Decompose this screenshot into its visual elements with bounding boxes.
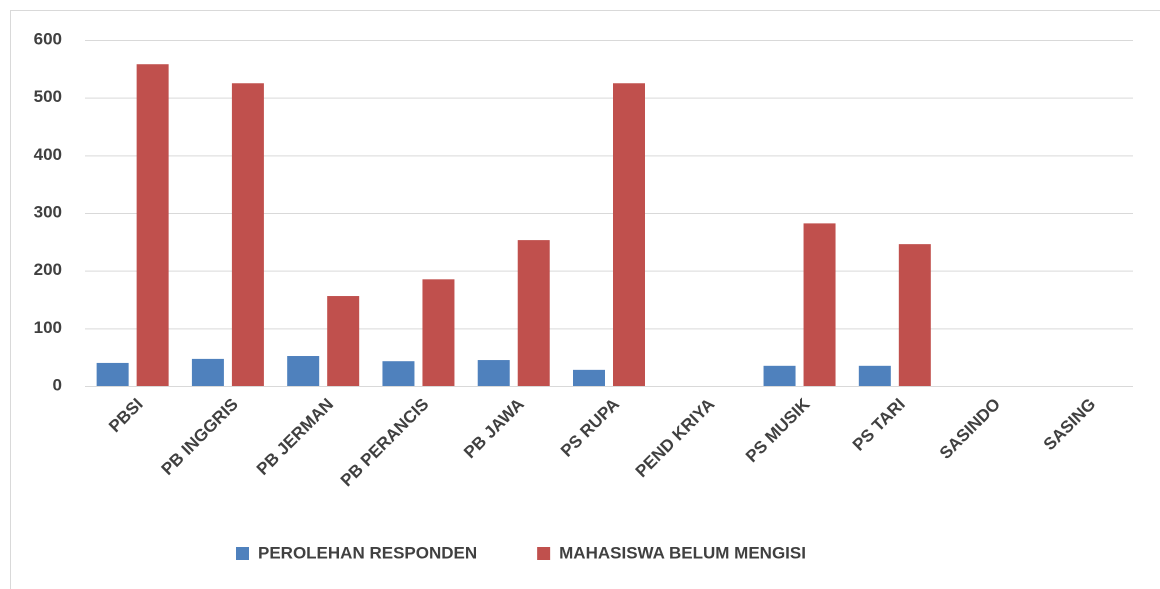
- y-tick-label: 0: [53, 375, 62, 394]
- bar: [136, 64, 169, 386]
- y-tick-label: 500: [34, 87, 62, 106]
- bar: [231, 83, 264, 386]
- legend-swatch: [537, 547, 551, 560]
- x-tick-label: PB JAWA: [460, 395, 528, 463]
- bar: [422, 279, 455, 386]
- legend-label: PEROLEHAN RESPONDEN: [258, 543, 477, 562]
- bar: [382, 361, 415, 386]
- bar: [898, 244, 931, 386]
- chart-border: [10, 10, 1160, 589]
- y-tick-label: 300: [34, 202, 62, 221]
- x-tick-label: SASINDO: [936, 395, 1004, 463]
- bar: [287, 356, 320, 386]
- x-tick-label: SASING: [1040, 395, 1100, 455]
- bar: [477, 360, 510, 386]
- legend-label: MAHASISWA BELUM MENGISI: [559, 543, 806, 562]
- bar: [327, 296, 360, 386]
- bar: [573, 369, 605, 386]
- y-tick-label: 100: [34, 318, 62, 337]
- bar: [613, 83, 645, 386]
- x-tick-label: PS RUPA: [557, 395, 623, 461]
- bar: [803, 223, 836, 386]
- x-tick-label: PBSI: [105, 395, 146, 436]
- y-tick-label: 200: [34, 260, 62, 279]
- x-tick-label: PB INGGRIS: [158, 395, 242, 479]
- bar: [517, 240, 550, 386]
- x-tick-label: PEND KRIYA: [632, 395, 718, 481]
- y-tick-label: 400: [34, 145, 62, 164]
- x-tick-label: PB PERANCIS: [337, 395, 433, 491]
- y-tick-label: 600: [34, 29, 62, 48]
- x-tick-label: PB JERMAN: [253, 395, 337, 479]
- x-tick-label: PS MUSIK: [742, 394, 814, 466]
- bar: [191, 358, 224, 386]
- bar: [96, 362, 129, 386]
- x-tick-label: PS TARI: [849, 395, 909, 455]
- bar: [763, 365, 796, 386]
- bar: [858, 365, 891, 386]
- legend-swatch: [236, 547, 249, 560]
